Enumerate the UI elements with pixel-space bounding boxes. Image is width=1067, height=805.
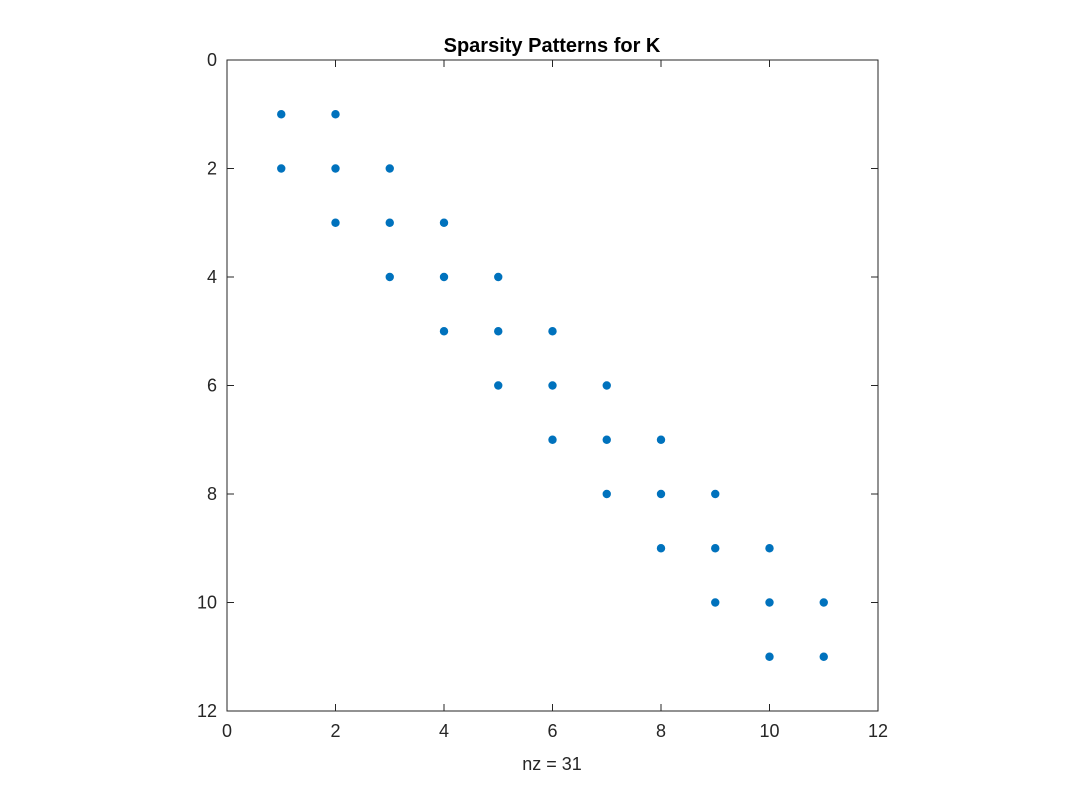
data-point [602,435,611,444]
data-point [331,110,340,119]
data-point [331,164,340,173]
data-point [602,489,611,499]
chart-title: Sparsity Patterns for K [444,35,661,57]
x-tick-label: 12 [868,721,888,741]
y-tick-label: 12 [197,701,217,721]
data-point [819,652,828,661]
y-tick-label: 8 [207,484,217,504]
x-tick-label: 10 [759,721,779,741]
data-point [656,544,666,553]
data-point [277,164,286,173]
data-point [765,652,774,661]
y-tick-label: 2 [207,159,217,179]
data-point [494,381,503,390]
data-point [711,544,720,553]
data-point [331,218,340,227]
x-axis-label: nz = 31 [522,754,582,774]
y-tick-label: 6 [207,376,217,396]
data-point [439,218,449,227]
x-tick-label: 8 [656,721,666,741]
data-point [548,435,557,444]
x-tick-label: 4 [439,721,449,741]
data-point [765,544,774,553]
data-point [439,327,449,336]
data-point [656,435,666,444]
data-point [385,164,394,173]
data-point [494,327,503,336]
data-point [765,598,774,607]
data-point [819,598,828,607]
data-point [439,272,449,282]
data-point [602,381,611,390]
data-point [548,381,557,390]
data-point [711,598,720,607]
y-tick-label: 0 [207,50,217,70]
data-point [656,489,666,499]
data-point [385,272,394,282]
data-point [548,327,557,336]
data-point [277,110,286,119]
x-tick-label: 2 [330,721,340,741]
x-tick-label: 6 [547,721,557,741]
data-points [277,110,828,661]
data-point [711,489,720,499]
y-tick-label: 10 [197,593,217,613]
y-tick-label: 4 [207,267,217,287]
data-point [385,218,394,227]
data-point [494,272,503,282]
x-tick-label: 0 [222,721,232,741]
